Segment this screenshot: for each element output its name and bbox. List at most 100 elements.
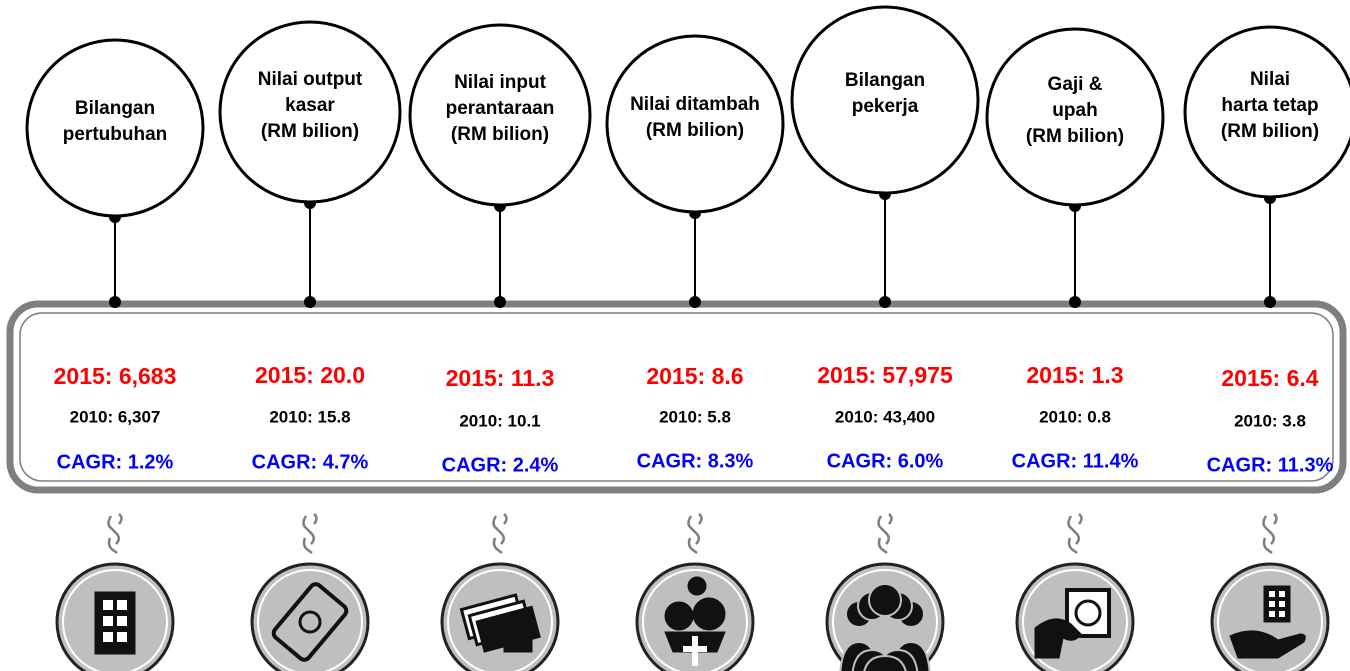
glyph-part xyxy=(863,654,907,671)
topic-label: Bilangan xyxy=(75,98,155,119)
glyph-part xyxy=(1034,618,1082,659)
glyph-part xyxy=(271,582,349,662)
glyph-part xyxy=(117,632,127,642)
value-2010: 2010: 10.1 xyxy=(459,411,540,430)
dot xyxy=(1264,296,1276,308)
topic-label: pekerja xyxy=(852,96,919,117)
glyph-part xyxy=(103,616,113,626)
glyph-part xyxy=(298,610,322,634)
glyph-part xyxy=(117,600,127,610)
glyph-part xyxy=(94,591,136,655)
chain-link xyxy=(1067,513,1083,554)
topic-label: Bilangan xyxy=(845,70,925,91)
topic-label: (RM bilion) xyxy=(646,120,744,141)
topic-label: Gaji & xyxy=(1048,74,1103,95)
icon-glyph xyxy=(459,593,541,653)
topic-label: upah xyxy=(1052,100,1097,121)
dot xyxy=(304,296,316,308)
topic-circle xyxy=(790,5,980,195)
topic-label: harta tetap xyxy=(1221,95,1318,116)
icon-ring xyxy=(447,569,553,671)
topic-circle xyxy=(218,20,402,204)
topic-label: (RM bilion) xyxy=(261,121,359,142)
icon-ring xyxy=(62,569,168,671)
icon-glyph xyxy=(664,576,726,666)
value-2010: 2010: 3.8 xyxy=(1234,411,1306,430)
dot xyxy=(494,296,506,308)
glyph-part xyxy=(1263,585,1291,623)
glyph-part xyxy=(117,616,127,626)
topic-circle xyxy=(1183,25,1350,199)
topic-circle xyxy=(25,38,205,218)
topic-label: Nilai input xyxy=(454,72,547,93)
icon-ring xyxy=(832,569,938,671)
value-2015: 2015: 6,683 xyxy=(54,363,177,389)
chain-link xyxy=(302,513,318,554)
topic-label: kasar xyxy=(285,95,335,116)
glyph-part xyxy=(1269,601,1275,607)
icon-ring xyxy=(1022,569,1128,671)
value-2015: 2015: 57,975 xyxy=(817,362,953,388)
value-2015: 2015: 6.4 xyxy=(1221,365,1318,391)
value-cagr: CAGR: 2.4% xyxy=(442,454,559,476)
glyph-part xyxy=(103,632,113,642)
value-2010: 2010: 15.8 xyxy=(269,407,350,426)
value-2010: 2010: 0.8 xyxy=(1039,407,1111,426)
dot xyxy=(689,296,701,308)
value-cagr: CAGR: 11.3% xyxy=(1207,454,1334,476)
glyph-part xyxy=(868,583,902,617)
glyph-part xyxy=(1269,611,1275,617)
icon-ring xyxy=(257,569,363,671)
topic-label: (RM bilion) xyxy=(1026,126,1124,147)
chain-link xyxy=(687,513,703,554)
glyph-part xyxy=(1074,599,1102,627)
dot xyxy=(109,296,121,308)
chain-link xyxy=(492,513,508,554)
glyph-part xyxy=(692,597,726,631)
glyph-part xyxy=(103,600,113,610)
value-cagr: CAGR: 1.2% xyxy=(57,451,174,473)
glyph-part xyxy=(1229,630,1306,659)
icon-ring xyxy=(1217,569,1323,671)
topic-label: Nilai xyxy=(1250,69,1290,90)
icon-glyph xyxy=(271,582,349,662)
topic-label: Nilai ditambah xyxy=(630,94,760,115)
inner-panel xyxy=(19,312,1334,482)
value-cagr: CAGR: 4.7% xyxy=(252,451,369,473)
topic-label: Nilai output xyxy=(258,69,363,90)
chain-link xyxy=(877,513,893,554)
glyph-part xyxy=(664,601,694,631)
glyph-part xyxy=(1279,611,1285,617)
glyph-part xyxy=(1279,601,1285,607)
value-2015: 2015: 8.6 xyxy=(646,363,743,389)
dot xyxy=(1069,296,1081,308)
glyph-part xyxy=(1279,591,1285,597)
chain-link xyxy=(1262,513,1278,554)
topic-circle xyxy=(985,27,1165,207)
glyph-part xyxy=(503,633,533,653)
chain-link xyxy=(107,513,123,554)
icon-ring xyxy=(642,569,748,671)
icon-glyph xyxy=(94,591,136,655)
glyph-part xyxy=(1269,591,1275,597)
topic-label: pertubuhan xyxy=(63,124,168,145)
value-2015: 2015: 11.3 xyxy=(446,365,555,391)
topic-label: perantaraan xyxy=(446,98,555,119)
topic-circle xyxy=(605,34,785,214)
value-2010: 2010: 6,307 xyxy=(70,407,161,426)
value-2015: 2015: 20.0 xyxy=(255,362,365,388)
glyph-part xyxy=(683,646,707,652)
topic-label: (RM bilion) xyxy=(1221,121,1319,142)
icon-glyph xyxy=(1229,585,1306,659)
icon-glyph xyxy=(839,583,931,671)
topic-circle xyxy=(408,23,592,207)
value-cagr: CAGR: 8.3% xyxy=(637,450,754,472)
value-2010: 2010: 5.8 xyxy=(659,407,731,426)
dot xyxy=(879,296,891,308)
value-2015: 2015: 1.3 xyxy=(1026,362,1123,388)
topic-label: (RM bilion) xyxy=(451,124,549,145)
glyph-part xyxy=(687,576,707,596)
value-cagr: CAGR: 11.4% xyxy=(1012,450,1139,472)
icon-glyph xyxy=(1034,588,1111,659)
